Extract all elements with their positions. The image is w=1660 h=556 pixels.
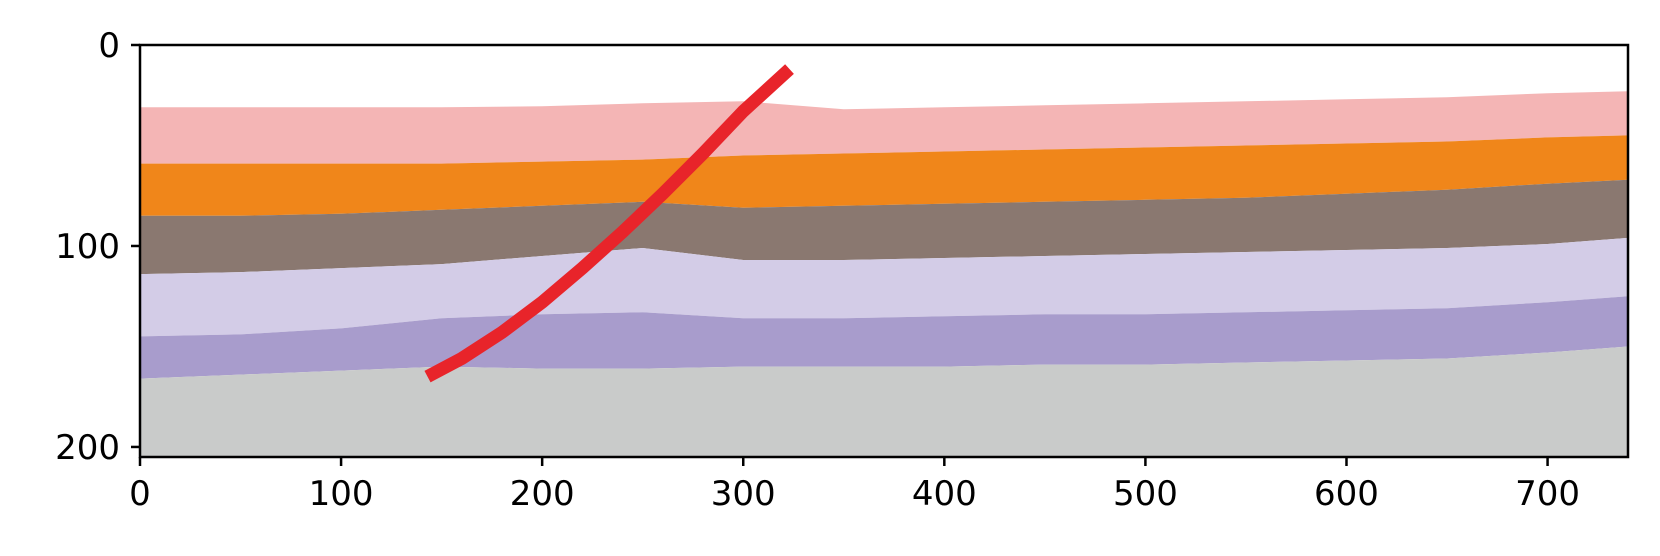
x-tick-label: 500 — [1113, 474, 1178, 514]
y-tick-label: 100 — [55, 227, 120, 267]
x-tick-label: 400 — [912, 474, 977, 514]
x-axis: 0 100 200 300 400 500 600 700 — [129, 457, 1580, 514]
layer-stack — [140, 91, 1628, 457]
y-axis: 0 100 200 — [55, 26, 140, 468]
layer-band-4 — [140, 237, 1628, 337]
x-tick-label: 600 — [1314, 474, 1379, 514]
x-tick-label: 0 — [129, 474, 151, 514]
series-line-1 — [424, 64, 794, 383]
x-tick-label: 300 — [711, 474, 776, 514]
x-tick-label: 200 — [510, 474, 575, 514]
layer-band-2 — [140, 135, 1628, 216]
y-tick-label: 200 — [55, 428, 120, 468]
layer-band-3 — [140, 179, 1628, 275]
x-tick-label: 700 — [1515, 474, 1580, 514]
y-tick-label: 0 — [98, 26, 120, 66]
x-tick-label: 100 — [309, 474, 374, 514]
layer-band-6 — [140, 346, 1628, 457]
plot-frame — [138, 43, 1630, 459]
series-group — [424, 64, 794, 383]
layer-band-1 — [140, 91, 1628, 164]
